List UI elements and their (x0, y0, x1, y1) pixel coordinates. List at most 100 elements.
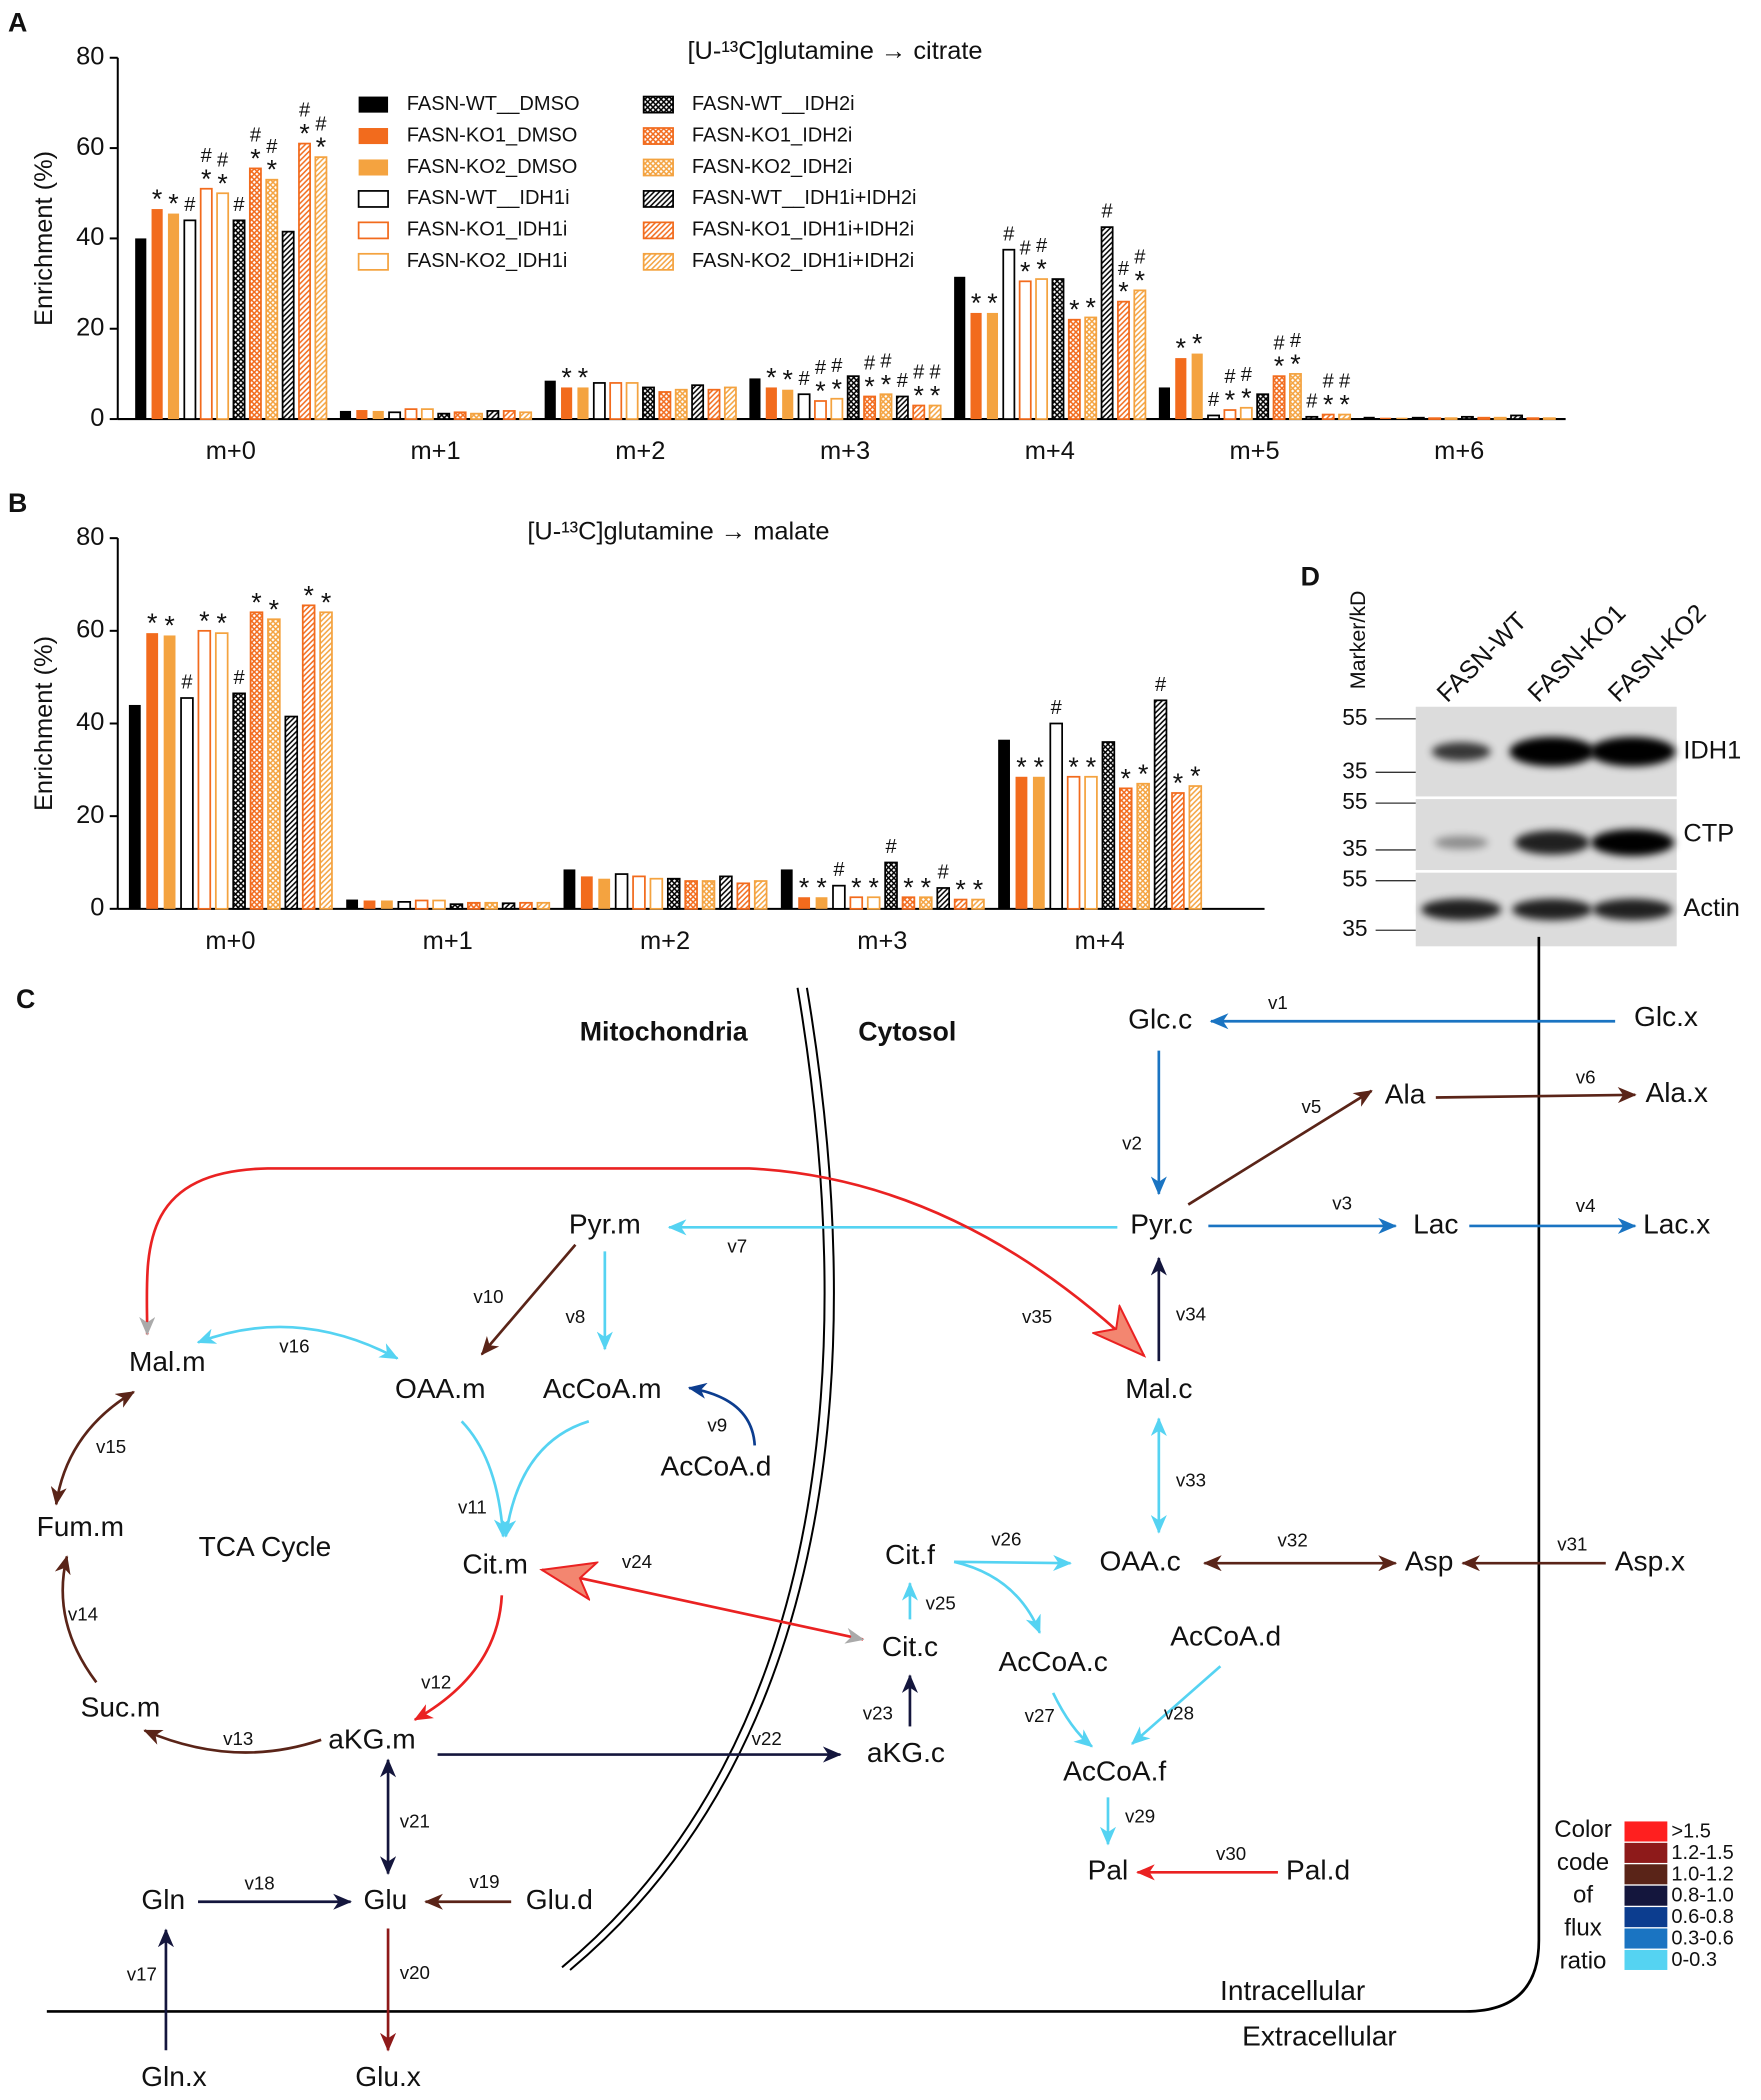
flux-arrow (143, 1729, 322, 1754)
bar (563, 869, 576, 909)
bar (432, 899, 446, 910)
bar (470, 412, 483, 420)
legend-label: FASN-WT__IDH1i (407, 187, 570, 209)
x-tick-label: m+3 (857, 927, 907, 955)
significance-star: * (217, 168, 227, 198)
bar (658, 391, 672, 420)
row-label: Actin (1683, 894, 1739, 922)
bar (1542, 417, 1556, 420)
y-tick-label: 0 (90, 894, 104, 922)
bar (1411, 416, 1425, 420)
bar (544, 380, 556, 420)
x-tick-label: m+2 (640, 927, 690, 955)
bar (577, 387, 589, 420)
bar (536, 901, 551, 910)
bar (163, 635, 176, 909)
node-label: Gln.x (141, 2061, 207, 2092)
x-tick-label: m+1 (423, 927, 473, 955)
flux-label: v17 (127, 1963, 157, 1984)
node-label: Pal.d (1286, 1855, 1350, 1886)
bar (319, 611, 333, 910)
significance-star: * (816, 872, 826, 902)
bar (1223, 409, 1237, 420)
bar (1526, 417, 1540, 420)
marker-label: 35 (1342, 835, 1367, 861)
bar (970, 312, 982, 420)
x-tick-label: m+0 (206, 437, 256, 465)
bar (180, 697, 194, 910)
bar (971, 898, 985, 910)
color-code-swatch (1624, 1842, 1668, 1863)
flux-label: v15 (96, 1436, 126, 1457)
significance-star: * (152, 184, 162, 214)
legend-label: FASN-KO1_DMSO (407, 124, 578, 146)
legend-label: FASN-KO2_IDH1i (407, 250, 568, 272)
bar (1084, 316, 1098, 420)
significance-star: * (1068, 752, 1078, 782)
significance-hash: # (799, 368, 811, 390)
flux-label: v12 (421, 1672, 451, 1693)
node-label: Cit.m (462, 1548, 528, 1579)
y-tick-label: 0 (90, 404, 104, 432)
significance-hash: # (880, 350, 892, 372)
legend-swatch (642, 190, 674, 208)
node-label: Mal.c (1125, 1373, 1192, 1404)
bar (895, 395, 909, 420)
bar (1175, 358, 1187, 420)
bar (649, 877, 664, 910)
significance-hash: # (897, 370, 909, 392)
significance-hash: # (201, 145, 213, 167)
significance-star: * (299, 119, 309, 149)
flux-label: v16 (279, 1336, 309, 1357)
x-tick-label: m+4 (1075, 927, 1125, 955)
bar (879, 393, 893, 420)
color-code-label: 0.8-1.0 (1671, 1885, 1733, 1907)
flux-arrow (542, 1570, 863, 1640)
flux-label: v24 (622, 1551, 652, 1572)
significance-hash: # (315, 113, 327, 135)
significance-star: * (1274, 351, 1284, 381)
significance-hash: # (1134, 247, 1146, 269)
bar (832, 884, 846, 910)
bar (437, 412, 451, 420)
flux-label: v14 (68, 1603, 98, 1624)
bar (884, 861, 898, 910)
flux-label: v18 (245, 1872, 275, 1893)
blot-band (1434, 835, 1489, 850)
bar (388, 411, 402, 420)
bar (1118, 787, 1133, 910)
bar (501, 902, 516, 910)
significance-star: * (832, 374, 842, 404)
significance-star: * (930, 381, 940, 411)
bar (830, 397, 844, 420)
bar (1015, 776, 1028, 909)
panel-label: C (16, 984, 35, 1014)
significance-star: * (561, 362, 571, 392)
bar (1363, 416, 1375, 420)
bar (707, 388, 721, 420)
significance-star: * (217, 608, 227, 638)
significance-star: * (955, 875, 965, 905)
bar (1493, 416, 1507, 420)
bar (135, 238, 147, 420)
panel-label: D (1301, 561, 1320, 591)
node-label: aKG.c (867, 1737, 945, 1768)
bar (765, 387, 777, 420)
color-code-label: 1.2-1.5 (1671, 1842, 1733, 1864)
legend-swatch (358, 159, 389, 176)
node-label: AcCoA.c (998, 1646, 1107, 1677)
bar (1444, 417, 1458, 420)
flux-label: v1 (1268, 992, 1288, 1013)
legend-label: FASN-WT__IDH2i (692, 93, 855, 115)
bar (954, 276, 966, 420)
cell-boundary (46, 936, 1541, 2013)
y-tick-label: 20 (76, 801, 104, 829)
blot-band (1592, 898, 1673, 921)
bar (284, 715, 299, 910)
node-label: OAA.c (1100, 1546, 1181, 1577)
significance-star: * (783, 365, 793, 395)
significance-star: * (251, 587, 261, 617)
significance-star: * (914, 381, 924, 411)
bar (1084, 775, 1098, 910)
marker-label: 55 (1342, 788, 1367, 814)
